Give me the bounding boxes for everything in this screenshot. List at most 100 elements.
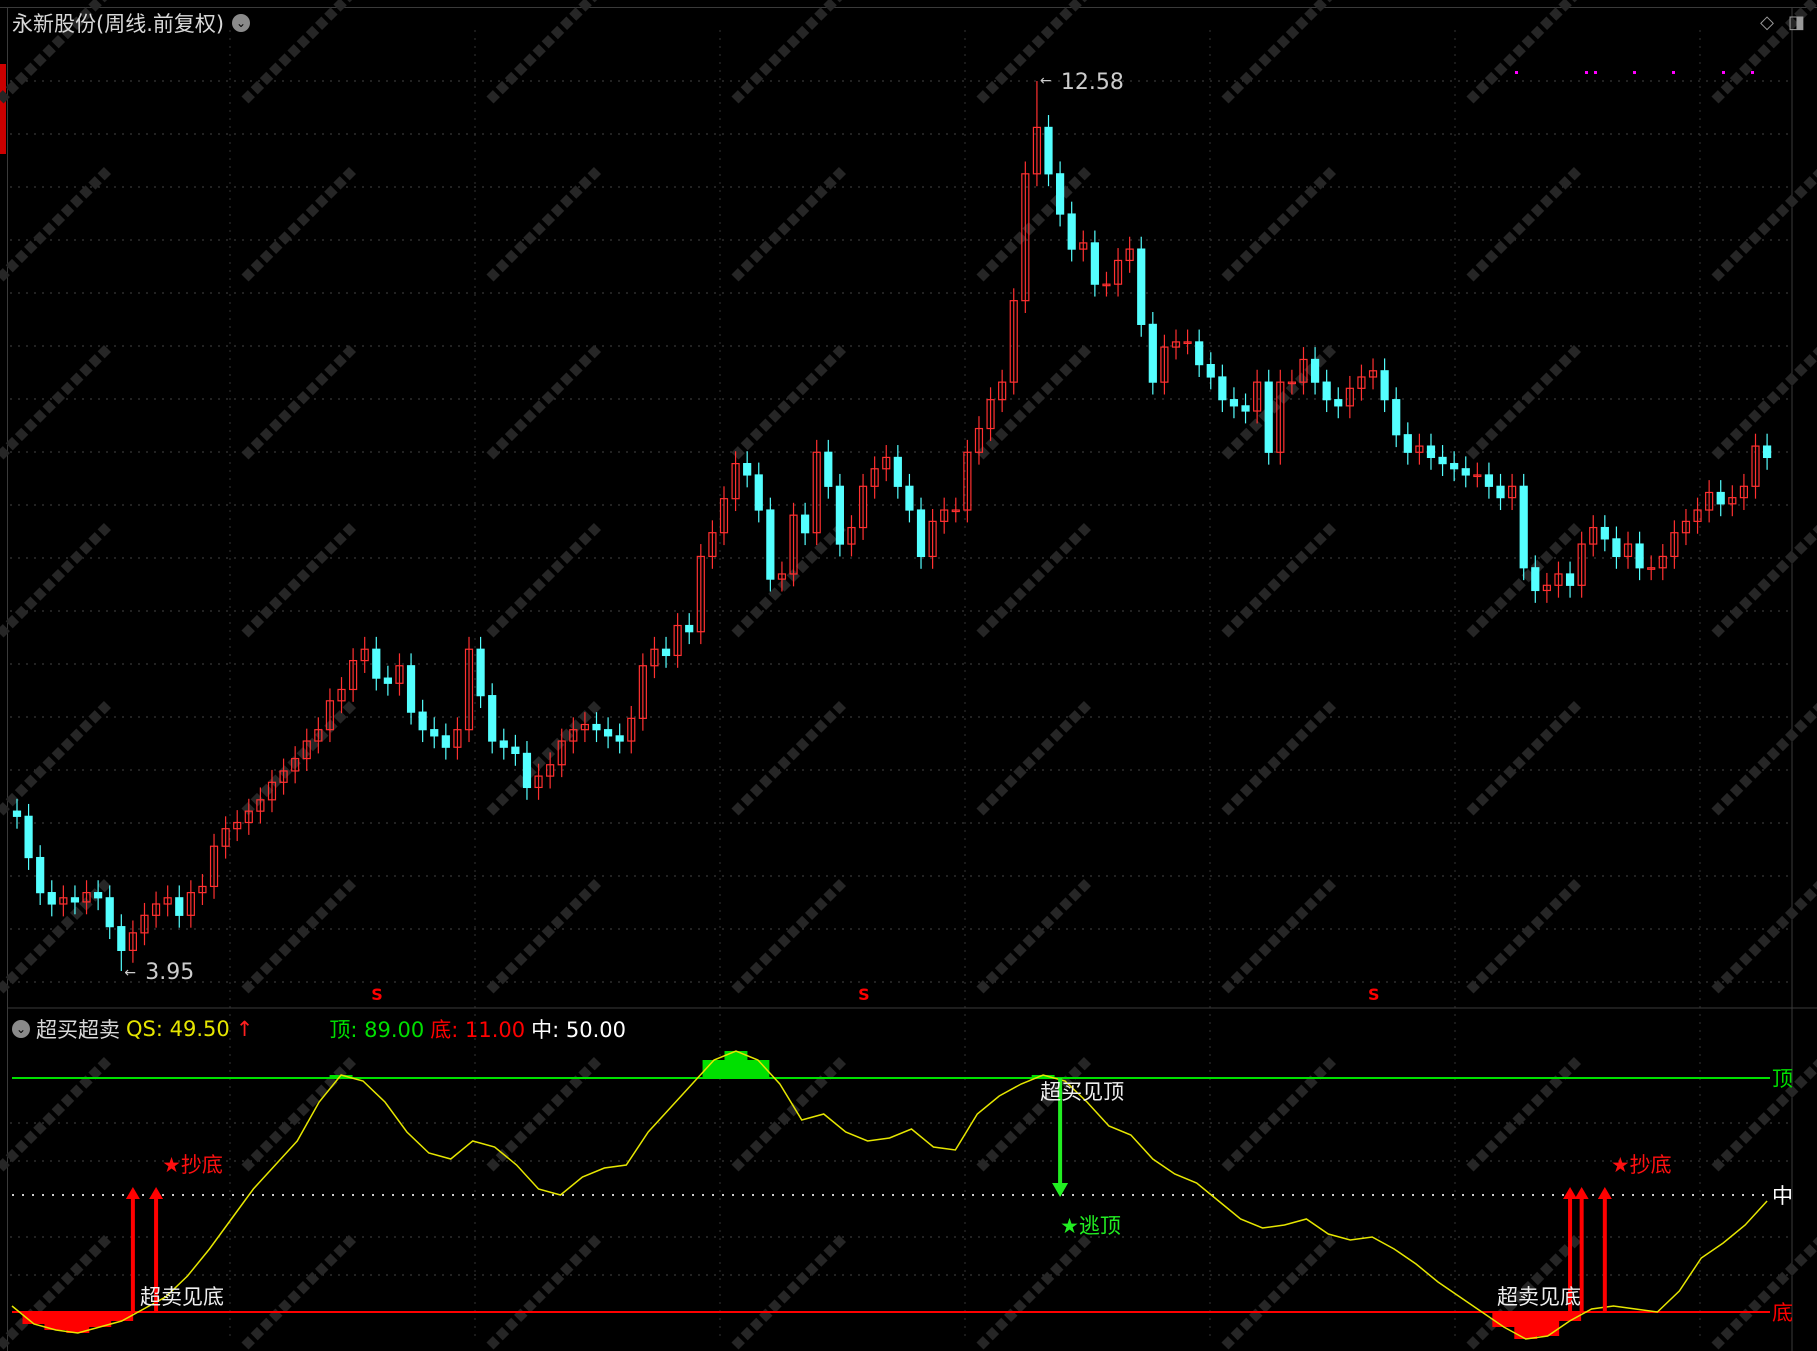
- candle-up: [1693, 509, 1702, 522]
- oversold-fill: [1492, 1312, 1516, 1327]
- watermark-graphic: [1221, 164, 1339, 282]
- candle-up: [1751, 445, 1760, 487]
- candle-up: [546, 764, 555, 777]
- candle-up: [1589, 526, 1598, 545]
- candle-down: [1310, 358, 1320, 383]
- candle-up: [1345, 387, 1354, 407]
- watermark-graphic: [241, 1054, 359, 1172]
- candle-down: [1612, 538, 1621, 558]
- candle-down: [1519, 485, 1528, 569]
- candle-up: [1276, 381, 1285, 453]
- watermark-graphic: [0, 164, 114, 282]
- panel-toggle-icon[interactable]: ◨: [1787, 12, 1805, 33]
- candle-down: [1334, 399, 1343, 407]
- candle-up: [1705, 491, 1714, 511]
- candle-down: [117, 926, 126, 951]
- candle-up: [140, 914, 149, 934]
- candle-up: [1623, 543, 1633, 558]
- candle-up: [974, 427, 984, 453]
- candle-up: [1021, 173, 1030, 302]
- top-tag: 顶: [1772, 1067, 1793, 1091]
- watermark-graphic: [0, 520, 114, 638]
- candle-up: [82, 892, 91, 903]
- watermark-graphic: [1711, 1236, 1817, 1350]
- candle-up: [128, 932, 137, 951]
- candle-down: [1148, 323, 1157, 383]
- candle-up: [569, 729, 578, 742]
- stock-title: 永新股份(周线.前复权): [12, 12, 225, 36]
- candle-down: [615, 735, 624, 742]
- candle-up: [209, 845, 219, 888]
- candle-down: [1055, 173, 1065, 215]
- watermark-graphic: [0, 1054, 114, 1172]
- watermark-graphic: [1221, 1232, 1339, 1350]
- watermark-graphic: [241, 342, 359, 460]
- signal-dot: [1585, 71, 1588, 74]
- watermark-graphic: [1221, 698, 1339, 816]
- chevron-down-circle-icon[interactable]: ⌄: [12, 1020, 30, 1038]
- candle-up: [349, 659, 358, 691]
- candle-down: [1137, 248, 1146, 325]
- candle-up: [1728, 497, 1737, 505]
- qs-value: QS: 49.50: [126, 1017, 230, 1041]
- candle-down: [1600, 526, 1609, 540]
- candle-up: [1681, 520, 1691, 534]
- candle-up: [163, 897, 172, 905]
- watermark-graphic: [1466, 342, 1584, 460]
- buy-signal-label: ★抄底: [1611, 1153, 1672, 1177]
- overbought-fill: [1031, 1075, 1055, 1078]
- candle-up: [302, 740, 311, 760]
- candle-down: [1716, 491, 1725, 505]
- candle-up: [360, 648, 369, 662]
- candle-down: [1461, 468, 1470, 476]
- diamond-icon[interactable]: ◇: [1760, 12, 1774, 33]
- high-price-label: 12.58: [1061, 70, 1124, 95]
- candle-up: [650, 648, 659, 667]
- watermark-graphic: [486, 1054, 604, 1172]
- candle-down: [418, 711, 427, 731]
- candle-up: [244, 810, 253, 824]
- watermark-graphic: [486, 698, 604, 816]
- bottom-tag: 底: [1772, 1301, 1793, 1325]
- watermark-graphic: [241, 698, 359, 816]
- oversold-fill: [1536, 1312, 1560, 1336]
- watermark-graphic: [976, 698, 1094, 816]
- candle-down: [70, 897, 80, 903]
- candle-down: [1090, 242, 1099, 285]
- candle-up: [708, 532, 717, 558]
- watermark-graphic: [1221, 876, 1339, 994]
- watermark-graphic: [1711, 524, 1817, 638]
- candle-down: [175, 897, 184, 916]
- candle-up: [719, 498, 729, 534]
- candle-down: [476, 648, 485, 697]
- candle-up: [1253, 381, 1262, 412]
- signal-dot: [1751, 71, 1754, 74]
- candle-up: [325, 700, 335, 731]
- watermark-graphic: [0, 698, 114, 816]
- candle-up: [638, 665, 647, 719]
- watermark-graphic: [486, 164, 604, 282]
- candle-up: [1554, 573, 1563, 586]
- candle-up: [1739, 485, 1749, 499]
- candle-down: [511, 746, 520, 755]
- candle-down: [383, 677, 392, 684]
- candle-down: [24, 815, 33, 859]
- watermark-graphic: [1466, 876, 1584, 994]
- indicator-name: 超买超卖: [36, 1018, 120, 1042]
- s-signal-marker: S: [858, 985, 870, 1004]
- candle-down: [488, 695, 497, 742]
- watermark-graphic: [1711, 702, 1817, 816]
- candle-up: [395, 665, 404, 684]
- bottom-value: 底: 11.00: [430, 1018, 526, 1042]
- candle-down: [1044, 126, 1053, 175]
- oversold-fill: [22, 1312, 46, 1324]
- candle-up: [1183, 341, 1192, 345]
- watermark-graphic: [1711, 168, 1817, 282]
- candle-up: [1658, 555, 1667, 569]
- candle-down: [47, 892, 56, 905]
- candle-up: [1102, 283, 1111, 287]
- candle-up: [882, 456, 891, 470]
- chevron-down-circle-icon[interactable]: ⌄: [232, 14, 251, 32]
- top-toolbar-strip: [0, 0, 1817, 8]
